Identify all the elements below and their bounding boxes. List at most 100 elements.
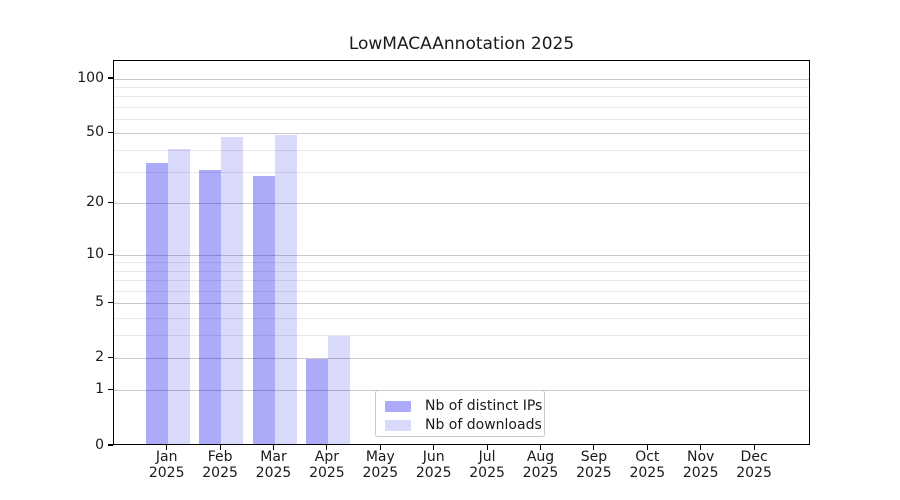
x-tick-month-text: Jan (155, 449, 178, 465)
x-tick-year-text: 2025 (469, 465, 505, 481)
y-tick-mark-100 (108, 77, 113, 79)
x-tick-mark-dec (753, 445, 755, 450)
gridline-minor-90 (114, 86, 809, 88)
x-tick-mark-apr (326, 445, 328, 450)
bar-distinct-ips-jan (145, 163, 168, 444)
gridline-minor-70 (114, 106, 809, 108)
legend-label-downloads: Nb of downloads (425, 417, 542, 433)
y-tick-label-20: 20 (86, 194, 104, 211)
gridline-minor-7 (114, 280, 809, 282)
x-tick-month-text: Apr (314, 449, 339, 465)
bar-downloads-apr (327, 335, 350, 444)
gridline-minor-40 (114, 150, 809, 152)
x-tick-year-text: 2025 (629, 465, 666, 481)
y-tick-label-2: 2 (95, 349, 104, 366)
bar-distinct-ips-apr (305, 358, 328, 444)
gridline-major-50 (114, 132, 809, 134)
x-tick-month-text: May (365, 449, 395, 465)
x-tick-label-apr: Apr 2025 (297, 449, 357, 481)
x-tick-month-text: Aug (526, 449, 555, 465)
x-tick-month-text: Sep (580, 449, 608, 465)
x-tick-label-jun: Jun 2025 (404, 449, 464, 481)
gridline-major-5 (114, 303, 809, 305)
bar-downloads-mar (274, 134, 297, 444)
x-tick-mark-feb (219, 445, 221, 450)
x-tick-month-text: Dec (740, 449, 768, 465)
x-tick-year-text: 2025 (255, 465, 292, 481)
x-tick-mark-jul (486, 445, 488, 450)
plot-area (113, 60, 810, 445)
chart-title: LowMACAAnnotation 2025 (348, 34, 575, 54)
x-tick-year-text: 2025 (202, 465, 238, 481)
gridline-minor-9 (114, 262, 809, 264)
legend-swatch-downloads (385, 420, 411, 431)
legend-item-distinct-ips: Nb of distinct IPs (385, 398, 544, 415)
gridline-minor-8 (114, 270, 809, 272)
y-tick-mark-1 (108, 389, 113, 391)
legend: Nb of distinct IPs Nb of downloads (375, 390, 545, 437)
x-tick-mark-aug (539, 445, 542, 450)
x-tick-year-text: 2025 (415, 465, 452, 481)
bar-downloads-feb (221, 136, 244, 444)
x-tick-month-text: Mar (260, 449, 287, 465)
x-tick-label-sep: Sep 2025 (564, 449, 624, 481)
gridline-major-20 (114, 203, 809, 205)
x-tick-mark-mar (272, 445, 275, 450)
gridline-minor-60 (114, 118, 809, 120)
x-tick-label-may: May 2025 (350, 449, 410, 481)
legend-item-downloads: Nb of downloads (385, 417, 544, 434)
x-tick-mark-nov (700, 445, 702, 450)
x-tick-year-text: 2025 (576, 465, 612, 481)
legend-label-distinct-ips: Nb of distinct IPs (425, 398, 543, 414)
x-tick-month-text: Feb (207, 449, 233, 465)
bar-distinct-ips-mar (252, 175, 275, 444)
x-tick-label-jul: Jul 2025 (457, 449, 517, 481)
x-tick-label-aug: Aug 2025 (511, 449, 571, 481)
bar-distinct-ips-feb (199, 170, 222, 444)
x-tick-month-text: Jul (478, 449, 496, 465)
gridline-minor-30 (114, 172, 809, 174)
gridline-minor-4 (114, 317, 809, 319)
y-tick-mark-10 (108, 253, 113, 255)
x-tick-mark-oct (646, 445, 648, 450)
x-tick-label-jan: Jan 2025 (137, 449, 197, 481)
y-tick-label-0: 0 (95, 436, 104, 453)
x-tick-label-dec: Dec 2025 (724, 449, 784, 481)
x-tick-label-mar: Mar 2025 (244, 449, 304, 481)
x-tick-year-text: 2025 (682, 465, 719, 481)
bar-downloads-jan (167, 148, 190, 444)
y-tick-mark-5 (108, 301, 113, 304)
x-tick-year-text: 2025 (736, 465, 772, 481)
x-tick-year-text: 2025 (522, 465, 559, 481)
y-tick-label-5: 5 (95, 294, 104, 311)
x-tick-month-text: Nov (687, 449, 715, 465)
y-tick-mark-2 (108, 357, 113, 359)
x-tick-year-text: 2025 (362, 465, 399, 481)
x-tick-label-oct: Oct 2025 (617, 449, 677, 481)
gridline-major-2 (114, 358, 809, 360)
x-tick-year-text: 2025 (148, 465, 185, 481)
y-tick-mark-50 (108, 131, 113, 133)
gridline-minor-80 (114, 96, 809, 98)
y-tick-label-1: 1 (95, 381, 104, 398)
gridline-minor-3 (114, 335, 809, 337)
gridline-major-10 (114, 254, 809, 256)
x-tick-mark-jan (166, 445, 168, 450)
legend-swatch-distinct-ips (385, 401, 411, 412)
x-tick-mark-jun (433, 445, 435, 450)
gridline-major-100 (114, 78, 809, 80)
x-tick-label-feb: Feb 2025 (190, 449, 250, 481)
y-tick-label-50: 50 (86, 123, 104, 140)
y-tick-label-10: 10 (86, 245, 104, 262)
gridline-minor-6 (114, 290, 809, 292)
x-tick-mark-may (379, 445, 381, 450)
y-tick-mark-20 (108, 202, 113, 204)
x-tick-label-nov: Nov 2025 (671, 449, 731, 481)
x-tick-month-text: Oct (635, 449, 660, 465)
x-tick-mark-sep (593, 445, 595, 450)
x-tick-month-text: Jun (422, 449, 445, 465)
y-tick-mark-0 (108, 444, 113, 446)
y-tick-label-100: 100 (77, 69, 104, 86)
x-tick-year-text: 2025 (309, 465, 345, 481)
